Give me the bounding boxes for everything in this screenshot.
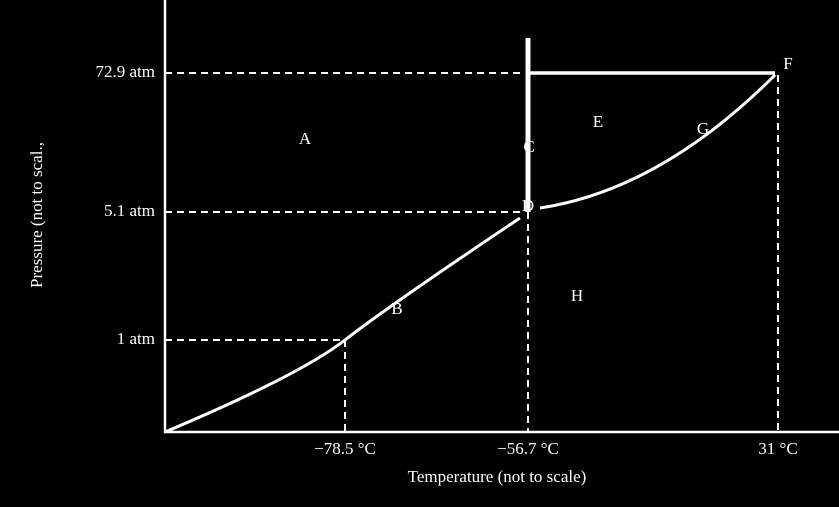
- x-tick-label: −56.7 °C: [497, 439, 559, 458]
- region-label: E: [593, 112, 603, 131]
- region-label: D: [522, 196, 534, 215]
- region-label: B: [391, 299, 402, 318]
- vaporization-curve: [539, 73, 777, 210]
- x-tick-label: 31 °C: [758, 439, 797, 458]
- y-tick-label: 72.9 atm: [96, 62, 156, 81]
- x-axis-label: Temperature (not to scale): [408, 467, 587, 486]
- region-label: F: [783, 54, 792, 73]
- y-tick-label: 1 atm: [117, 329, 155, 348]
- region-label: C: [523, 137, 534, 156]
- sublimation-curve: [164, 216, 521, 434]
- y-axis-label: Pressure (not to scal.,: [27, 142, 46, 288]
- region-label: H: [571, 286, 583, 305]
- y-tick-label: 5.1 atm: [104, 201, 155, 220]
- region-label: G: [697, 119, 709, 138]
- region-label: A: [299, 129, 312, 148]
- x-tick-label: −78.5 °C: [314, 439, 376, 458]
